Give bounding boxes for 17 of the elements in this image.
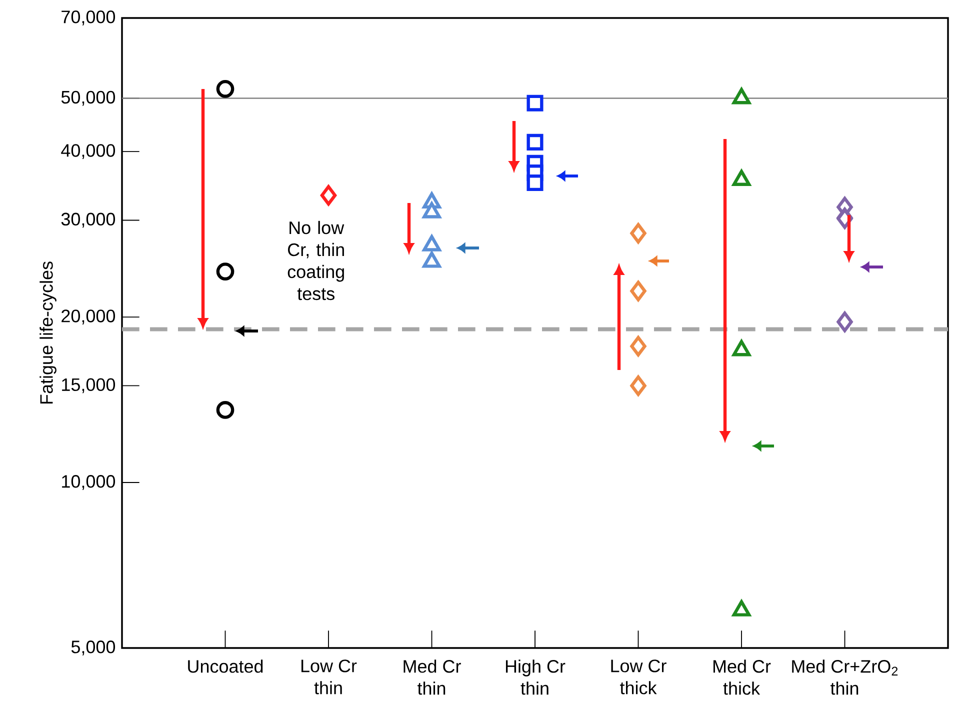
y-tick-label: 10,000 xyxy=(62,475,116,490)
y-axis-title: Fatigue life-cycles xyxy=(40,262,56,404)
x-tick-label: High Cr thin xyxy=(506,660,566,695)
x-tick-label: Med Cr thick xyxy=(713,660,771,695)
category-label: Med Cr+ZrO$_{2}$ thin xyxy=(792,660,898,695)
x-tick-label: Low Cr thin xyxy=(301,660,357,694)
y-tick-label: 40,000 xyxy=(61,144,116,159)
y-tick-label: 50,000 xyxy=(61,90,116,106)
y-tick-label: 30,000 xyxy=(61,212,116,228)
x-tick-label: Med Cr thin xyxy=(404,660,461,695)
y-tick-label: 15,000 xyxy=(62,378,116,394)
y-tick-label: 20,000 xyxy=(62,310,116,324)
x-tick-label: Uncoated xyxy=(188,660,263,673)
y-tick-label: 5,000 xyxy=(71,640,116,656)
annotation: No low Cr, thin coating tests xyxy=(288,220,344,300)
x-tick-label: Low Cr thick xyxy=(611,660,666,694)
y-tick-label: 70,000 xyxy=(62,10,116,26)
